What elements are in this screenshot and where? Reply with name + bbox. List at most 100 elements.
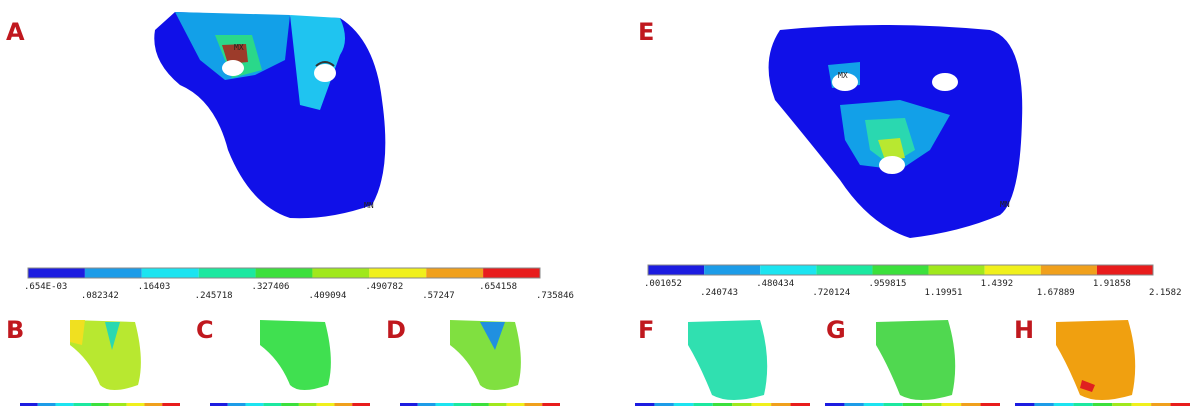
mini-colorbar-segment (38, 403, 56, 406)
model-a: MX MN (154, 12, 385, 218)
mini-colorbar-segment (418, 403, 436, 406)
colorbar-segment (142, 268, 199, 278)
colorbar-segment (1041, 265, 1097, 275)
mini-colorbar-segment (961, 403, 980, 406)
colorbar-label: .082342 (81, 291, 119, 301)
mini-colorbar-segment (246, 403, 264, 406)
mini-colorbar-segment (210, 403, 228, 406)
mini-colorbar-segment (844, 403, 863, 406)
mini-colorbar-segment (281, 403, 299, 406)
mini-colorbar-segment (713, 403, 732, 406)
panel-label: F (638, 316, 654, 344)
min-marker: MN (364, 201, 374, 210)
model-e: MX MN (769, 25, 1023, 238)
mini-colorbar-segment (352, 403, 370, 406)
colorbar-segment (816, 265, 872, 275)
colorbar-label: .735846 (536, 291, 574, 301)
figure: A MX MN E MX MN B C D F G H (0, 0, 1194, 408)
colorbar-label: .327406 (252, 282, 290, 292)
mini-colorbar-segment (263, 403, 281, 406)
mini-colorbar-segment (507, 403, 525, 406)
mini-colorbar-segment (635, 403, 654, 406)
small-models (70, 320, 1135, 400)
colorbar-segment (85, 268, 142, 278)
mini-colorbar-segment (471, 403, 489, 406)
colorbar-label: .720124 (812, 288, 850, 298)
mini-colorbar-segment (732, 403, 751, 406)
mini-colorbar-segment (791, 403, 810, 406)
colorbar-label: .654158 (479, 282, 517, 292)
mini-colorbar-segment (1054, 403, 1073, 406)
mini-colorbar-segment (771, 403, 790, 406)
mini-colorbar-segment (73, 403, 91, 406)
mini-colorbar-segment (903, 403, 922, 406)
mini-colorbar-segment (825, 403, 844, 406)
mini-colorbar-segment (91, 403, 109, 406)
mini-colorbar-segment (981, 403, 1000, 406)
panel-label: A (6, 18, 25, 46)
mini-colorbar-segment (453, 403, 471, 406)
colorbar-segment (760, 265, 816, 275)
mini-colorbar-segment (654, 403, 673, 406)
mini-colorbar-segment (542, 403, 560, 406)
mini-colorbar-segment (489, 403, 507, 406)
mini-colorbar-segment (942, 403, 961, 406)
colorbar-segment (28, 268, 85, 278)
panel-label: H (1014, 316, 1034, 344)
mini-colorbar-segment (1015, 403, 1034, 406)
mini-colorbar-segment (1093, 403, 1112, 406)
mini-colorbar-segment (127, 403, 145, 406)
panel-label: B (6, 316, 24, 344)
colorbar-label: 1.19951 (925, 288, 963, 298)
colorbar-label: .959815 (868, 279, 906, 289)
mini-colorbar-segment (752, 403, 771, 406)
max-marker: MX (234, 43, 244, 52)
mini-colorbar-segment (922, 403, 941, 406)
colorbar-segment (369, 268, 426, 278)
mini-colorbar-segment (693, 403, 712, 406)
colorbar-segment (256, 268, 313, 278)
mini-colorbar-segment (317, 403, 335, 406)
mini-colorbar-segment (1171, 403, 1190, 406)
mini-colorbar-segment (162, 403, 180, 406)
colorbar-label: .654E-03 (24, 282, 67, 292)
colorbar-segment (1097, 265, 1153, 275)
colorbar-segment (312, 268, 369, 278)
colorbar-segment (929, 265, 985, 275)
mini-colorbar-segment (20, 403, 38, 406)
min-marker: MN (1000, 200, 1010, 209)
panel-label: D (386, 316, 406, 344)
mini-colorbar-segment (1151, 403, 1170, 406)
colorbar-label: 1.67889 (1037, 288, 1075, 298)
mini-colorbar-segment (109, 403, 127, 406)
mini-colorbar-segment (334, 403, 352, 406)
colorbar-label: 1.91858 (1093, 279, 1131, 289)
colorbar-label: .240743 (700, 288, 738, 298)
colorbar-label: .16403 (138, 282, 171, 292)
colorbar-segment (704, 265, 760, 275)
mini-colorbar-segment (144, 403, 162, 406)
mini-colorbar-segment (400, 403, 418, 406)
mini-colorbar-segment (1132, 403, 1151, 406)
colorbar-segment (483, 268, 540, 278)
mini-colorbar-segment (1034, 403, 1053, 406)
mini-colorbar-segment (674, 403, 693, 406)
colorbar-label: .245718 (195, 291, 233, 301)
colorbar-segment (648, 265, 704, 275)
colorbar-label: .490782 (365, 282, 403, 292)
colorbar-label: .480434 (756, 279, 794, 289)
mini-colorbar-segment (56, 403, 74, 406)
colorbar-segment (199, 268, 256, 278)
colorbar-label: 2.1582 (1149, 288, 1182, 298)
mini-colorbar-segment (883, 403, 902, 406)
colorbar-label: 1.4392 (981, 279, 1014, 289)
colorbar-segment (985, 265, 1041, 275)
mini-colorbar-segment (436, 403, 454, 406)
max-marker: MX (838, 71, 848, 80)
mini-colorbar-segment (864, 403, 883, 406)
colorbar-segment (872, 265, 928, 275)
colorbar-label: .409094 (308, 291, 346, 301)
panel-label: E (638, 18, 654, 46)
colorbar-label: .57247 (422, 291, 455, 301)
colorbar-label: .001052 (644, 279, 682, 289)
